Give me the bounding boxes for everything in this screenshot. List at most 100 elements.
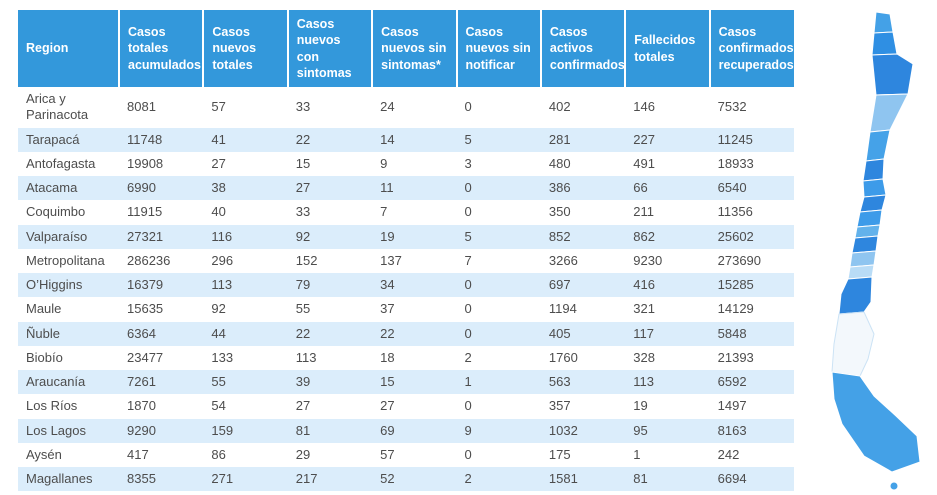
value-cell: 5848 xyxy=(709,321,794,346)
value-cell: 416 xyxy=(625,273,710,298)
value-cell: 22 xyxy=(372,321,457,346)
value-cell: 211 xyxy=(625,200,710,225)
map-region-araucania[interactable] xyxy=(849,250,877,268)
value-cell: 405 xyxy=(540,321,626,346)
map-region-tarapaca[interactable] xyxy=(871,31,898,56)
value-cell: 8355 xyxy=(119,467,204,492)
region-name-cell: Antofagasta xyxy=(18,151,119,176)
value-cell: 7261 xyxy=(119,370,204,395)
map-region-maule[interactable] xyxy=(856,209,883,228)
table-row: Arica y Parinacota 8081 57 33 24 0 402 146 7532 xyxy=(18,87,794,128)
value-cell: 417 xyxy=(119,442,204,467)
chile-map-svg xyxy=(831,11,921,491)
value-cell: 2 xyxy=(456,345,541,370)
value-cell: 9 xyxy=(372,151,457,176)
value-cell: 57 xyxy=(203,87,288,128)
value-cell: 53 xyxy=(119,491,204,495)
value-cell: 11915 xyxy=(119,200,204,225)
value-cell: 0 xyxy=(287,491,373,495)
value-cell: 81 xyxy=(287,418,373,443)
column-header-8: Casos confirmados recuperados xyxy=(708,10,794,87)
value-cell: 92 xyxy=(203,297,288,322)
value-cell: 491 xyxy=(625,151,710,176)
value-cell: 19908 xyxy=(119,151,204,176)
value-cell: 52 xyxy=(372,467,457,492)
value-cell: 7 xyxy=(372,200,457,225)
column-header-4: Casos nuevos sin sintomas* xyxy=(371,10,457,87)
value-cell: 29 xyxy=(287,442,373,467)
value-cell: 862 xyxy=(625,224,710,249)
value-cell: 15635 xyxy=(119,297,204,322)
region-name-cell: Metropolitana xyxy=(18,248,119,273)
value-cell: 113 xyxy=(287,345,373,370)
value-cell: 22 xyxy=(287,321,373,346)
table-row: Ñuble 6364 44 22 22 0 405 117 5848 xyxy=(18,321,794,346)
value-cell: 0 xyxy=(456,176,541,201)
table-row: O’Higgins 16379 113 79 34 0 697 416 15285 xyxy=(18,273,794,298)
map-region-atacama[interactable] xyxy=(869,93,909,133)
value-cell: 86 xyxy=(203,442,288,467)
map-region-metropolitana[interactable] xyxy=(862,178,887,198)
region-name-cell: Arica y Parinacota xyxy=(18,87,119,128)
value-cell: 27 xyxy=(287,176,373,201)
value-cell: 57 xyxy=(372,442,457,467)
value-cell: 1 xyxy=(625,491,710,495)
region-name-cell: Magallanes xyxy=(18,467,119,492)
value-cell: 0 xyxy=(203,491,288,495)
value-cell: 11 xyxy=(372,176,457,201)
value-cell: 27 xyxy=(287,394,373,419)
value-cell: 5 xyxy=(456,224,541,249)
value-cell: 41 xyxy=(203,127,288,152)
map-region-valparaiso[interactable] xyxy=(862,158,885,182)
column-header-3: Casos nuevos con sintomas xyxy=(286,10,373,87)
value-cell: 217 xyxy=(287,467,373,492)
table-row: Biobío 23477 133 113 18 2 1760 328 21393 xyxy=(18,345,794,370)
region-name-cell: Araucanía xyxy=(18,370,119,395)
value-cell: 159 xyxy=(203,418,288,443)
region-name-cell: Maule xyxy=(18,297,119,322)
value-cell: 14 xyxy=(372,127,457,152)
value-cell: 27 xyxy=(203,151,288,176)
value-cell: 27 xyxy=(372,394,457,419)
value-cell: 286236 xyxy=(119,248,204,273)
value-cell: 852 xyxy=(540,224,626,249)
column-header-6: Casos activos confirmados xyxy=(539,10,626,87)
value-cell: 15 xyxy=(372,370,457,395)
column-header-2: Casos nuevos totales xyxy=(202,10,288,87)
map-region-arica-y-parinacota[interactable] xyxy=(873,11,894,34)
value-cell: 37 xyxy=(372,297,457,322)
value-cell: 0 xyxy=(456,200,541,225)
table-row: Se desconoce región de origen5300000153 xyxy=(18,491,794,495)
map-region-biobio[interactable] xyxy=(851,235,879,254)
value-cell: 92 xyxy=(287,224,373,249)
value-cell: 1760 xyxy=(540,345,626,370)
table-row: Magallanes 8355 271 217 52 2 1581 81 6694 xyxy=(18,467,794,492)
value-cell: 66 xyxy=(625,176,710,201)
value-cell: 6364 xyxy=(119,321,204,346)
value-cell: 7 xyxy=(456,248,541,273)
region-name-cell: Tarapacá xyxy=(18,127,119,152)
value-cell: 18 xyxy=(372,345,457,370)
value-cell: 21393 xyxy=(709,345,794,370)
table-body: Arica y Parinacota 8081 57 33 24 0 402 146 7532 T… xyxy=(18,87,794,495)
table-row: Metropolitana 286236 296 152 137 7 3266 9230 273… xyxy=(18,248,794,273)
map-region-ohiggins[interactable] xyxy=(859,194,887,213)
value-cell: 0 xyxy=(372,491,457,495)
map-region-los-lagos[interactable] xyxy=(838,276,873,315)
value-cell: 27321 xyxy=(119,224,204,249)
region-name-cell: Coquimbo xyxy=(18,200,119,225)
value-cell: 18933 xyxy=(709,151,794,176)
map-region-coquimbo[interactable] xyxy=(865,129,891,162)
value-cell: 350 xyxy=(540,200,626,225)
map-region-magallanes[interactable] xyxy=(831,371,921,473)
map-region-antofagasta[interactable] xyxy=(871,53,914,96)
map-region-antartica-dot[interactable] xyxy=(889,481,899,491)
map-region-aysen[interactable] xyxy=(831,311,875,377)
value-cell: 19 xyxy=(372,224,457,249)
value-cell: 1870 xyxy=(119,394,204,419)
value-cell: 19 xyxy=(625,394,710,419)
value-cell: 328 xyxy=(625,345,710,370)
value-cell: 55 xyxy=(203,370,288,395)
value-cell: 15 xyxy=(287,151,373,176)
